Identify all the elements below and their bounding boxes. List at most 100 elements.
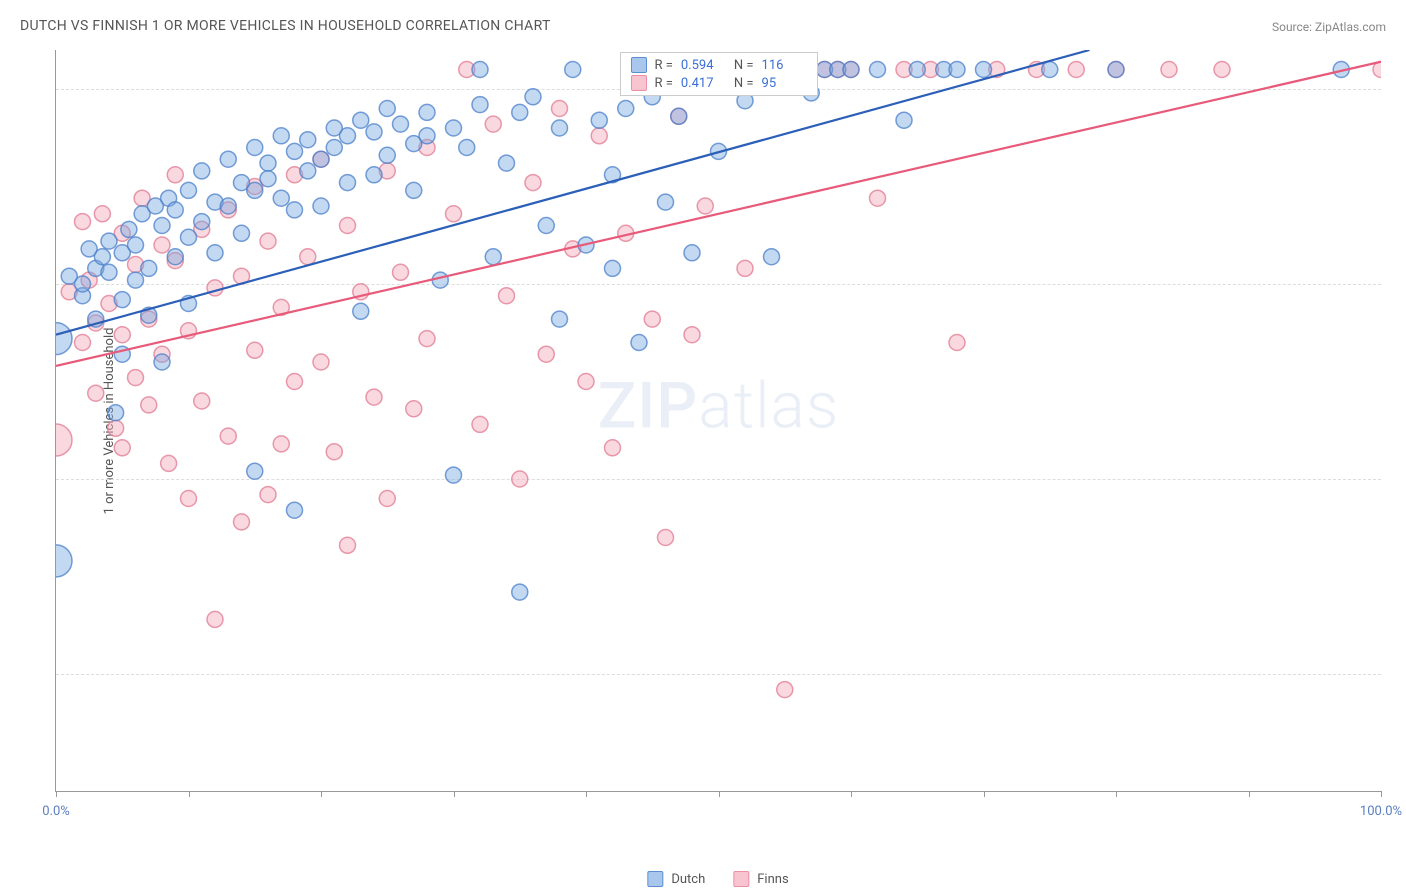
legend: Dutch Finns xyxy=(647,871,788,887)
x-tick xyxy=(719,791,720,797)
data-point xyxy=(525,175,541,191)
data-point xyxy=(194,163,210,179)
stats-row: R = 0.594 N = 116 xyxy=(630,57,806,73)
data-point xyxy=(340,537,356,553)
data-point xyxy=(247,182,263,198)
data-point xyxy=(591,112,607,128)
stats-n-value: 95 xyxy=(762,76,807,91)
data-point xyxy=(538,218,554,234)
data-point xyxy=(446,467,462,483)
data-point xyxy=(605,167,621,183)
data-point xyxy=(300,163,316,179)
data-point xyxy=(128,237,144,253)
data-point xyxy=(128,272,144,288)
data-point xyxy=(419,331,435,347)
data-point xyxy=(273,436,289,452)
legend-item[interactable]: Dutch xyxy=(647,871,705,887)
data-point xyxy=(366,389,382,405)
data-point xyxy=(1373,62,1381,78)
data-point xyxy=(366,124,382,140)
data-point xyxy=(446,120,462,136)
data-point xyxy=(88,385,104,401)
data-point xyxy=(949,335,965,351)
scatter-layer xyxy=(56,50,1381,791)
x-tick xyxy=(1249,791,1250,797)
data-point xyxy=(379,101,395,117)
legend-swatch xyxy=(733,871,749,887)
data-point xyxy=(56,424,72,456)
data-point xyxy=(207,280,223,296)
data-point xyxy=(353,112,369,128)
stats-n-label: N = xyxy=(734,58,754,73)
data-point xyxy=(154,237,170,253)
data-point xyxy=(287,374,303,390)
data-point xyxy=(697,198,713,214)
x-tick xyxy=(984,791,985,797)
data-point xyxy=(1042,62,1058,78)
data-point xyxy=(419,128,435,144)
stats-row: R = 0.417 N = 95 xyxy=(630,75,806,91)
data-point xyxy=(94,206,110,222)
data-point xyxy=(234,225,250,241)
data-point xyxy=(578,374,594,390)
data-point xyxy=(896,112,912,128)
data-point xyxy=(909,62,925,78)
data-point xyxy=(605,440,621,456)
data-point xyxy=(56,323,72,355)
data-point xyxy=(207,611,223,627)
data-point xyxy=(88,311,104,327)
data-point xyxy=(552,120,568,136)
stats-swatch xyxy=(630,75,646,91)
data-point xyxy=(393,116,409,132)
data-point xyxy=(273,128,289,144)
data-point xyxy=(565,62,581,78)
data-point xyxy=(260,155,276,171)
chart-container: 1 or more Vehicles in Household ZIPatlas… xyxy=(55,50,1381,832)
data-point xyxy=(300,132,316,148)
data-point xyxy=(141,397,157,413)
data-point xyxy=(181,229,197,245)
data-point xyxy=(260,233,276,249)
data-point xyxy=(1068,62,1084,78)
data-point xyxy=(552,311,568,327)
data-point xyxy=(340,128,356,144)
data-point xyxy=(247,140,263,156)
data-point xyxy=(128,370,144,386)
data-point xyxy=(366,167,382,183)
data-point xyxy=(234,514,250,530)
data-point xyxy=(287,502,303,518)
data-point xyxy=(472,97,488,113)
data-point xyxy=(525,89,541,105)
data-point xyxy=(538,346,554,362)
data-point xyxy=(121,221,137,237)
data-point xyxy=(644,311,660,327)
data-point xyxy=(578,237,594,253)
data-point xyxy=(194,214,210,230)
data-point xyxy=(446,206,462,222)
data-point xyxy=(167,249,183,265)
legend-swatch xyxy=(647,871,663,887)
chart-title: DUTCH VS FINNISH 1 OR MORE VEHICLES IN H… xyxy=(20,18,551,34)
data-point xyxy=(181,491,197,507)
x-tick-label: 100.0% xyxy=(1360,804,1402,819)
x-tick xyxy=(1116,791,1117,797)
data-point xyxy=(949,62,965,78)
data-point xyxy=(777,682,793,698)
stats-r-value: 0.594 xyxy=(681,58,726,73)
data-point xyxy=(94,249,110,265)
legend-item[interactable]: Finns xyxy=(733,871,788,887)
data-point xyxy=(141,260,157,276)
data-point xyxy=(684,327,700,343)
data-point xyxy=(114,327,130,343)
data-point xyxy=(181,296,197,312)
data-point xyxy=(485,249,501,265)
stats-r-label: R = xyxy=(654,58,672,73)
data-point xyxy=(220,198,236,214)
data-point xyxy=(220,151,236,167)
x-tick xyxy=(1381,791,1382,797)
data-point xyxy=(472,62,488,78)
data-point xyxy=(114,292,130,308)
data-point xyxy=(108,420,124,436)
data-point xyxy=(101,233,117,249)
data-point xyxy=(273,190,289,206)
